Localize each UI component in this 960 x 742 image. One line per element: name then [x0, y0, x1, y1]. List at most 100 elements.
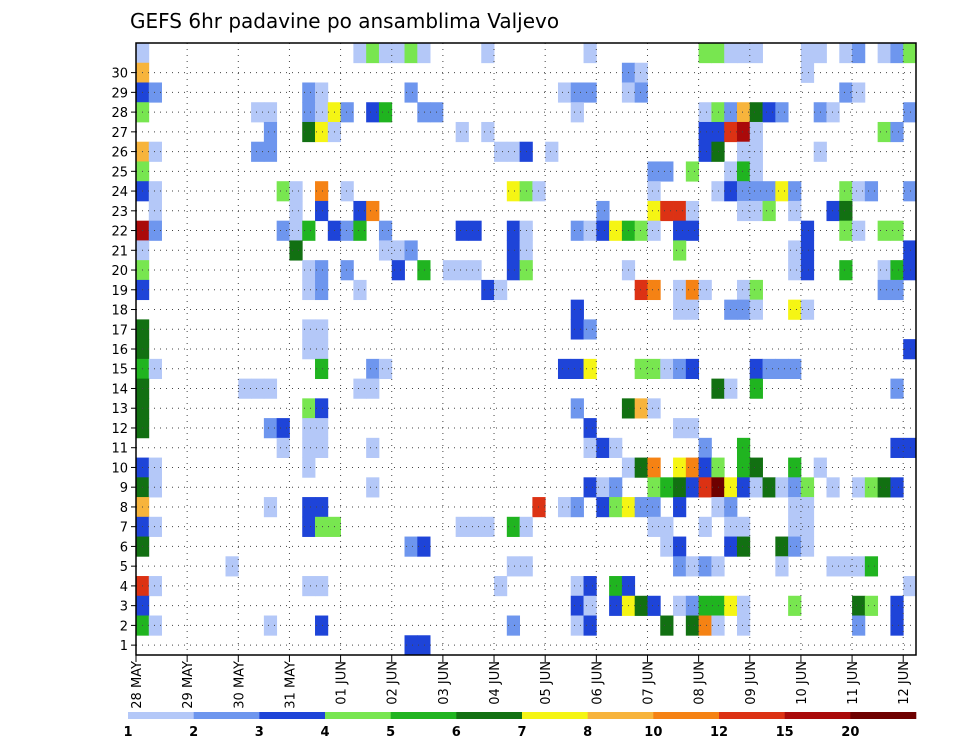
heatmap-cell [877, 220, 891, 241]
heatmap-cell [302, 457, 316, 478]
heatmap-cell [417, 536, 431, 557]
heatmap-cell [877, 260, 891, 281]
heatmap-cell [685, 358, 700, 380]
heatmap-cell [839, 556, 853, 577]
heatmap-cell [647, 181, 661, 202]
heatmap-cell [698, 121, 712, 143]
heatmap-cell [903, 437, 917, 458]
colorbar-label: 15 [776, 725, 794, 740]
heatmap-cell [148, 516, 162, 537]
heatmap-cell [673, 457, 687, 478]
heatmap-cell [800, 536, 815, 557]
heatmap-cell [353, 378, 367, 399]
heatmap-cell [136, 43, 150, 64]
y-tick-label: 25 [111, 165, 128, 180]
heatmap-cell [698, 516, 712, 537]
x-tick-label: 11 JUN [846, 661, 861, 705]
y-tick-label: 27 [111, 126, 128, 141]
heatmap-cell [609, 477, 623, 498]
heatmap-cell [890, 595, 904, 616]
heatmap-cell [263, 497, 278, 518]
heatmap-cell [442, 260, 457, 281]
heatmap-cell [148, 615, 162, 636]
y-tick-label: 29 [111, 86, 128, 101]
heatmap-cell [366, 437, 380, 458]
heatmap-cell [148, 220, 162, 241]
heatmap-cell [340, 260, 354, 281]
heatmap-cell [685, 161, 700, 182]
heatmap-cell [366, 102, 380, 123]
y-tick-label: 26 [111, 146, 128, 161]
heatmap-cell [736, 477, 751, 498]
heatmap-cell [366, 477, 380, 498]
heatmap-cell [864, 477, 879, 498]
x-tick-label: 31 MAY [283, 661, 298, 709]
heatmap-cell [596, 200, 610, 222]
chart-title: GEFS 6hr padavine po ansamblima Valjevo [130, 9, 559, 33]
colorbar-swatch [587, 712, 654, 719]
heatmap-cell [366, 378, 380, 399]
heatmap-cell [673, 358, 687, 380]
heatmap-cell [813, 43, 827, 64]
heatmap-cell [378, 240, 393, 261]
heatmap-cell [775, 358, 789, 380]
heatmap-cell [698, 477, 712, 498]
x-tick-label: 08 JUN [693, 661, 708, 705]
y-tick-label: 12 [111, 422, 128, 437]
y-tick-label: 4 [120, 580, 128, 595]
heatmap-cell [506, 260, 521, 281]
heatmap-cell [289, 240, 303, 261]
heatmap-cell [762, 358, 776, 380]
heatmap-cell [839, 43, 853, 64]
heatmap-cell [647, 279, 661, 301]
heatmap-cell [800, 240, 815, 261]
colorbar-swatch [390, 712, 457, 719]
y-tick-label: 3 [120, 600, 128, 615]
heatmap-cell [736, 43, 751, 64]
heatmap-cell [570, 358, 584, 380]
y-tick-label: 14 [111, 382, 128, 397]
heatmap-cell [315, 260, 329, 281]
heatmap-cell [788, 358, 802, 380]
y-tick-label: 2 [120, 619, 128, 634]
heatmap-cell [417, 102, 431, 123]
heatmap-cell [148, 576, 162, 597]
y-tick-label: 30 [111, 67, 128, 82]
heatmap-cell [148, 181, 162, 202]
heatmap-cell [775, 477, 789, 498]
heatmap-cell [839, 260, 853, 281]
heatmap-cell [673, 497, 687, 518]
heatmap-cell [698, 102, 712, 123]
heatmap-cell [302, 516, 316, 537]
heatmap-cell [557, 358, 572, 380]
heatmap-cell [673, 279, 687, 301]
heatmap-cell [302, 260, 316, 281]
heatmap-cell [698, 43, 712, 64]
heatmap-cell [788, 200, 802, 222]
heatmap-cell [315, 339, 329, 360]
heatmap-cell [634, 457, 648, 478]
heatmap-cell [302, 339, 316, 360]
colorbar-swatch [522, 712, 588, 719]
heatmap-cell [749, 102, 763, 123]
heatmap-cell [660, 477, 674, 498]
heatmap-cell [660, 516, 674, 537]
heatmap-cell [852, 43, 866, 64]
heatmap-cell [276, 437, 290, 458]
heatmap-cell [315, 181, 329, 202]
heatmap-cell [698, 615, 712, 636]
y-tick-label: 19 [111, 284, 128, 299]
colorbar-legend: 1 2 3 4 5 6 7 8 10 12 15 20 [123, 712, 917, 740]
heatmap-cell [583, 477, 597, 498]
heatmap-cell [494, 279, 508, 301]
heatmap-cell [685, 418, 700, 439]
colorbar-label: 6 [452, 725, 461, 740]
heatmap-cell [455, 260, 469, 281]
heatmap-cell [494, 141, 508, 162]
heatmap-cell [315, 279, 329, 301]
heatmap-cell [506, 240, 521, 261]
heatmap-cell [736, 615, 751, 636]
heatmap-cell [852, 477, 866, 498]
y-tick-label: 11 [111, 442, 128, 457]
x-tick-label: 12 JUN [897, 661, 912, 705]
